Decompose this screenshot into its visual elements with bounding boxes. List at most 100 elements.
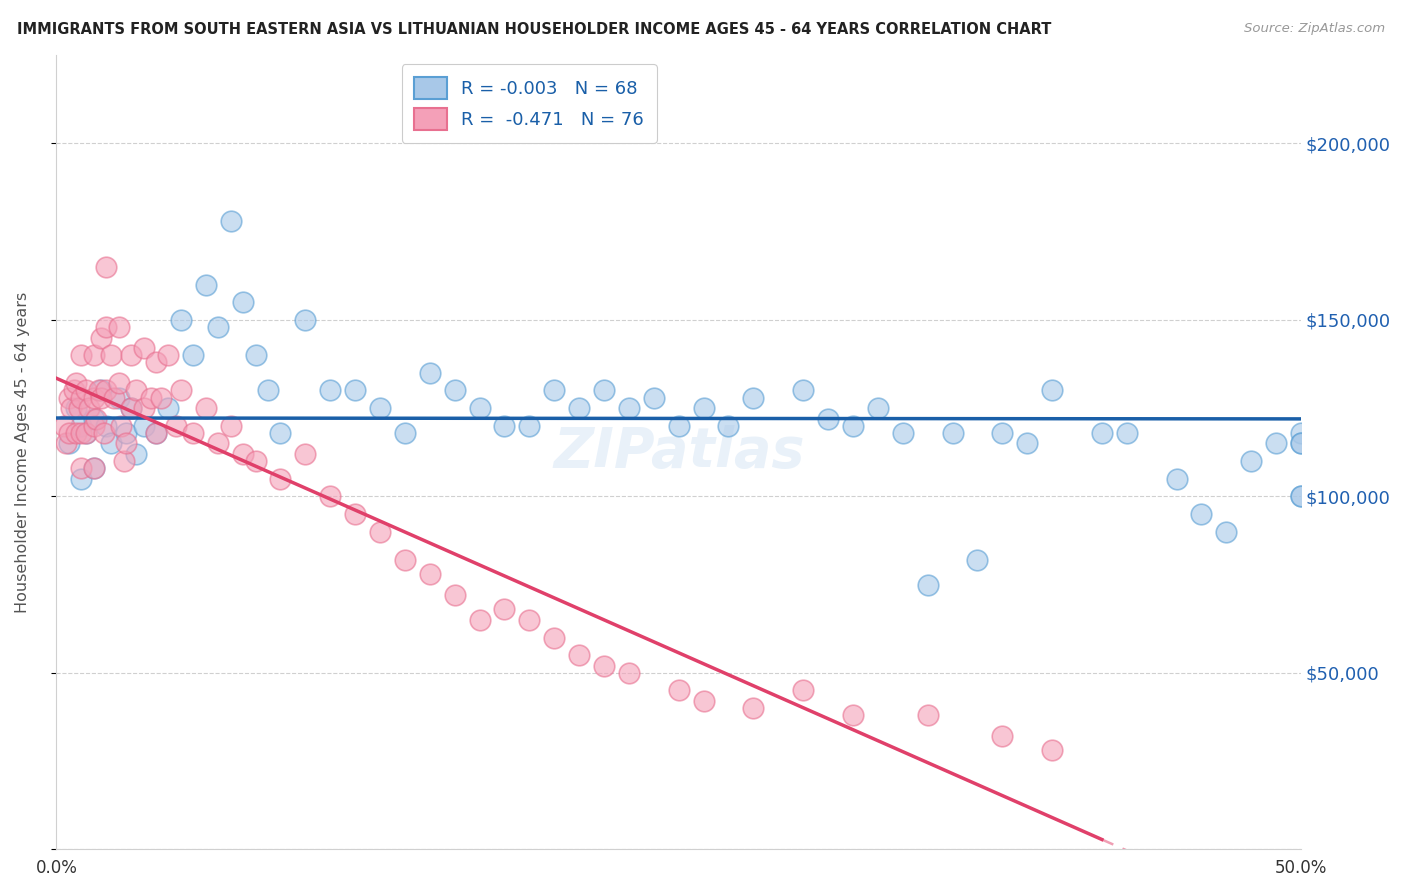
Point (917, 577, 939, 591)
Point (207, 319, 229, 334)
Point (145, 355, 167, 369)
Point (517, 418, 540, 433)
Point (1115, 425, 1137, 440)
Point (70, 461, 93, 475)
Point (257, 384, 280, 398)
Point (617, 401, 640, 416)
Point (60, 401, 83, 416)
Point (110, 418, 132, 433)
Point (891, 425, 914, 440)
Point (269, 472, 291, 486)
Point (617, 665, 640, 680)
Point (62, 384, 84, 398)
Point (593, 658, 616, 673)
Point (70, 472, 93, 486)
Point (96, 418, 118, 433)
Point (70, 348, 93, 362)
Point (83, 418, 105, 433)
Point (232, 447, 254, 461)
Point (543, 384, 565, 398)
Point (83, 461, 105, 475)
Point (468, 401, 491, 416)
Point (568, 401, 591, 416)
Point (692, 694, 714, 708)
Point (219, 418, 242, 433)
Point (157, 348, 180, 362)
Point (58, 425, 80, 440)
Point (120, 348, 142, 362)
Text: IMMIGRANTS FROM SOUTH EASTERN ASIA VS LITHUANIAN HOUSEHOLDER INCOME AGES 45 - 64: IMMIGRANTS FROM SOUTH EASTERN ASIA VS LI… (17, 22, 1052, 37)
Point (70, 391, 93, 405)
Point (90, 330, 112, 344)
Point (58, 391, 80, 405)
Point (1040, 384, 1063, 398)
Point (181, 348, 204, 362)
Point (87, 384, 110, 398)
Point (96, 260, 118, 274)
Point (1265, 436, 1288, 450)
Point (120, 401, 142, 416)
Point (494, 602, 516, 616)
Point (83, 348, 105, 362)
Point (368, 401, 391, 416)
Point (107, 376, 129, 391)
Point (107, 319, 129, 334)
Point (792, 384, 814, 398)
Point (75, 384, 97, 398)
Point (494, 418, 516, 433)
Point (107, 391, 129, 405)
Point (145, 425, 167, 440)
Point (93, 425, 115, 440)
Point (165, 418, 187, 433)
Point (83, 461, 105, 475)
Point (294, 313, 316, 327)
Point (100, 348, 122, 362)
Point (319, 489, 342, 503)
Point (668, 418, 690, 433)
Point (1091, 425, 1114, 440)
Point (70, 418, 93, 433)
Point (941, 425, 963, 440)
Point (368, 524, 391, 539)
Point (55, 436, 77, 450)
Point (245, 348, 267, 362)
Point (219, 214, 242, 228)
Point (1240, 454, 1263, 468)
Point (96, 319, 118, 334)
Point (866, 401, 889, 416)
Legend: R = -0.003   N = 68, R =  -0.471   N = 76: R = -0.003 N = 68, R = -0.471 N = 76 (402, 64, 657, 143)
Point (194, 277, 217, 292)
Point (991, 729, 1014, 743)
Point (58, 436, 80, 450)
Point (181, 425, 204, 440)
Point (692, 401, 714, 416)
Point (170, 384, 193, 398)
Point (443, 384, 465, 398)
Point (269, 425, 291, 440)
Point (517, 613, 540, 627)
Point (1191, 507, 1213, 521)
Point (1215, 524, 1237, 539)
Point (817, 411, 839, 425)
Point (83, 411, 105, 425)
Point (139, 391, 162, 405)
Point (742, 701, 765, 715)
Point (194, 401, 217, 416)
Point (419, 366, 441, 380)
Point (207, 436, 229, 450)
Point (157, 401, 180, 416)
Point (149, 391, 172, 405)
Point (319, 384, 342, 398)
Point (344, 384, 367, 398)
Point (245, 454, 267, 468)
Point (132, 401, 155, 416)
Point (294, 447, 316, 461)
Point (468, 613, 491, 627)
Point (70, 425, 93, 440)
Point (100, 436, 122, 450)
Point (65, 425, 87, 440)
Point (232, 295, 254, 310)
Point (419, 566, 441, 581)
Point (394, 553, 416, 567)
Point (991, 425, 1014, 440)
